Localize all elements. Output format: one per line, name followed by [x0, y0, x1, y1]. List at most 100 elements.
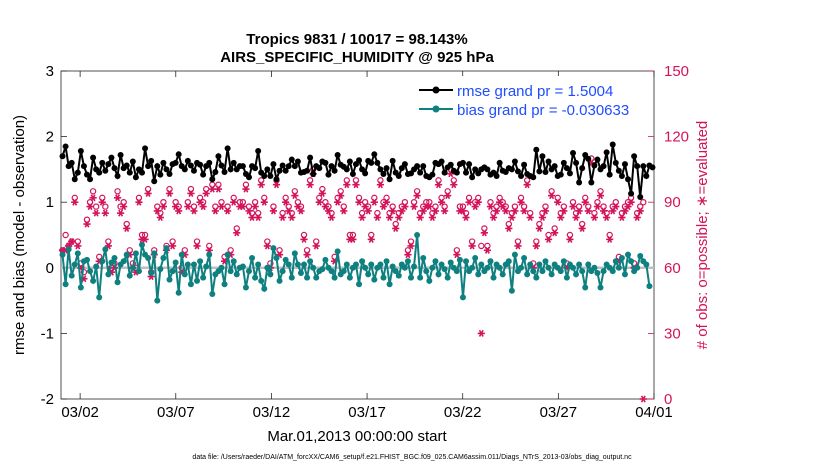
rmse-point — [294, 158, 301, 165]
obs-evaluated-point — [168, 242, 177, 250]
obs-possible-point — [291, 188, 299, 195]
obs-possible-point — [459, 203, 467, 210]
bias-point — [386, 281, 393, 288]
bias-point — [245, 268, 252, 275]
obs-possible-point — [99, 194, 106, 202]
obs-possible-point — [233, 225, 240, 232]
obs-possible-point — [637, 203, 644, 210]
obs-possible-point — [294, 198, 302, 206]
obs-evaluated-point — [279, 213, 287, 222]
obs-possible-point — [349, 231, 357, 239]
bias-point — [252, 274, 259, 281]
obs-possible-point — [404, 247, 412, 254]
rmse-point — [643, 172, 650, 179]
obs-evaluated-point — [113, 194, 122, 202]
bias-point — [435, 271, 442, 278]
bias-point — [261, 285, 268, 292]
rmse-point — [637, 193, 644, 200]
legend-marker-bias — [432, 105, 440, 113]
bias-point — [420, 254, 427, 261]
bias-point — [340, 268, 347, 275]
obs-possible-point — [640, 198, 647, 206]
bias-point — [438, 261, 445, 268]
rmse-point — [239, 163, 246, 170]
bias-point — [643, 261, 650, 268]
bias-point — [62, 281, 69, 288]
bias-point — [194, 277, 201, 284]
obs-evaluated-point — [318, 189, 326, 197]
obs-evaluated-point — [376, 181, 385, 189]
bias-point — [90, 277, 97, 284]
rmse-point — [634, 163, 641, 170]
bias-point — [129, 264, 136, 271]
y-axis-right: 0 30 60 90 120 150 — [648, 63, 689, 408]
x-tick-label: 03/22 — [444, 404, 482, 421]
obs-evaluated-point — [217, 203, 226, 211]
rmse-point — [368, 159, 375, 166]
bias-point — [533, 274, 540, 281]
bias-point — [206, 251, 213, 258]
rmse-point — [628, 190, 635, 197]
bias-point — [527, 261, 534, 268]
obs-possible-point — [585, 203, 592, 210]
obs-possible-point — [438, 194, 445, 202]
legend-entry-bias: bias grand pr = -0.030633 — [419, 102, 629, 119]
obs-possible-point — [218, 198, 225, 206]
rmse-point — [362, 170, 369, 177]
legend-marker-rmse — [432, 86, 440, 94]
bias-point — [221, 281, 228, 288]
rmse-point — [594, 156, 601, 163]
obs-evaluated-point — [101, 209, 109, 217]
obs-evaluated-point — [193, 242, 201, 250]
obs-evaluated-point — [462, 213, 470, 222]
bias-point — [224, 251, 231, 258]
rmse-point — [288, 156, 295, 163]
rmse-point — [215, 153, 222, 160]
obs-evaluated-point — [489, 213, 498, 222]
bias-point — [178, 251, 185, 258]
bias-point — [163, 245, 170, 252]
obs-possible-point — [450, 177, 457, 184]
bias-point — [233, 271, 240, 278]
rmse-point — [447, 161, 454, 168]
obs-evaluated-point — [355, 198, 363, 206]
obs-evaluated-point — [343, 181, 351, 189]
obs-evaluated-point — [282, 198, 290, 206]
bias-point — [628, 258, 635, 265]
rmse-point — [612, 159, 619, 166]
obs-possible-point — [343, 177, 351, 184]
bias-point — [190, 261, 197, 268]
obs-evaluated-point — [175, 207, 183, 215]
bias-point — [499, 271, 506, 278]
bias-point — [432, 258, 439, 265]
rmse-point — [181, 166, 188, 173]
obs-possible-point — [126, 247, 133, 254]
rmse-point — [114, 172, 121, 179]
bias-point — [288, 274, 295, 281]
bias-point — [319, 266, 326, 273]
bias-point — [569, 264, 576, 271]
bias-point — [539, 268, 546, 275]
rmse-point — [325, 171, 332, 178]
obs-possible-point — [465, 194, 473, 202]
bias-point — [307, 258, 314, 265]
bias-point — [521, 254, 528, 261]
bias-point — [472, 254, 479, 261]
legend-label-bias: bias grand pr = -0.030633 — [457, 102, 629, 119]
obs-possible-point — [102, 203, 109, 210]
rmse-point — [591, 162, 598, 169]
bias-point — [612, 258, 619, 265]
bias-point — [600, 268, 607, 275]
obs-evaluated-point — [120, 203, 128, 211]
obs-evaluated-point — [153, 207, 161, 215]
obs-possible-point — [520, 203, 528, 210]
rmse-point — [609, 141, 616, 148]
obs-evaluated-point — [263, 242, 271, 250]
bias-point — [453, 268, 460, 275]
bias-point — [154, 297, 161, 304]
bias-point — [139, 241, 146, 248]
obs-possible-point — [270, 203, 277, 210]
obs-evaluated-point — [444, 192, 452, 200]
rmse-point — [117, 151, 124, 158]
